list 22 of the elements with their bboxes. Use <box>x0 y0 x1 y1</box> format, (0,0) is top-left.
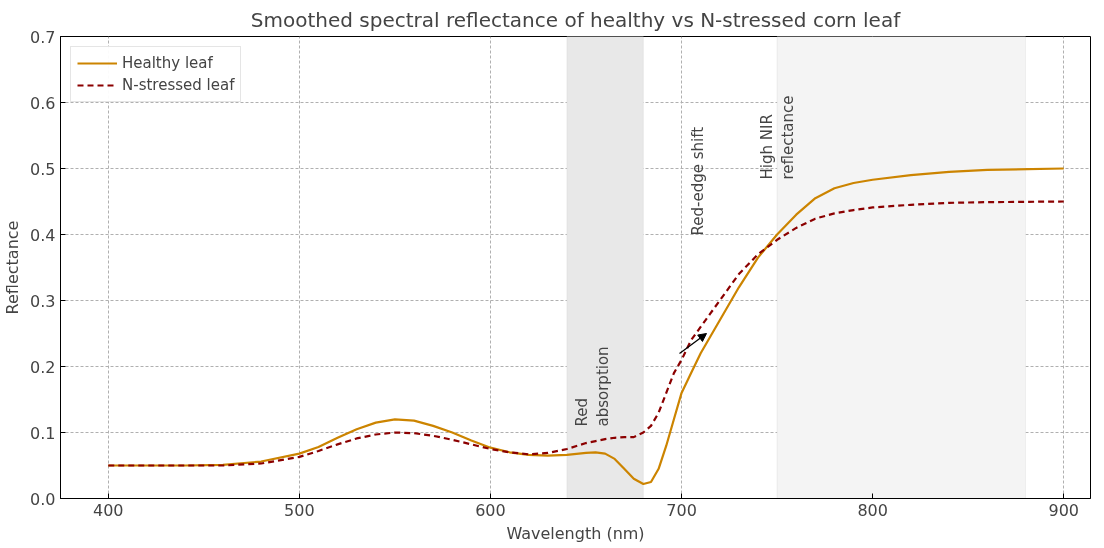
legend-label: Healthy leaf <box>122 54 213 72</box>
x-tick-label: 700 <box>666 500 697 520</box>
x-tick-label: 600 <box>475 500 506 520</box>
legend-label: N-stressed leaf <box>122 76 235 94</box>
annotation: High NIR reflectance <box>757 95 798 180</box>
annotation: Red-edge shift <box>688 126 707 236</box>
y-tick-label: 0.7 <box>30 27 56 47</box>
y-tick-label: 0.0 <box>30 489 56 509</box>
y-tick-label: 0.4 <box>30 225 56 245</box>
y-tick-label: 0.1 <box>30 423 56 443</box>
annotation: Red absorption <box>572 346 613 427</box>
x-axis-title: Wavelength (nm) <box>506 523 645 543</box>
chart-title: Smoothed spectral reflectance of healthy vs N-stressed corn leaf <box>250 7 902 32</box>
y-tick-label: 0.3 <box>30 291 56 311</box>
x-tick-label: 500 <box>284 500 315 520</box>
y-tick-label: 0.5 <box>30 159 56 179</box>
y-tick-label: 0.2 <box>30 357 56 377</box>
x-tick-label: 900 <box>1048 500 1080 520</box>
y-tick-label: 0.6 <box>30 93 56 113</box>
y-axis-title: Reflectance <box>3 220 23 315</box>
x-tick-label: 800 <box>857 500 888 520</box>
x-tick-label: 400 <box>93 500 124 520</box>
